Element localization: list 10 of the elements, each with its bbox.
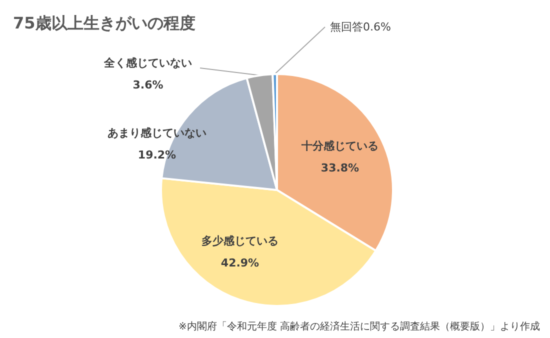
slice-label: 無回答0.6% [330,20,391,34]
slice-label: 全く感じていない [103,56,192,70]
data-label: 19.2% [138,148,176,162]
text: ※内閣府「令和元年度 高齢者の経済生活に関する調査結果（概要版）」より作成 [178,320,540,332]
data-label: 42.9% [220,256,260,270]
data-label: 33.8% [320,162,360,174]
chart-title: 75歳以上生きがいの程度 [13,14,196,32]
slice-label: 十分感じている [300,140,378,152]
data-label: 3.6% [132,78,164,92]
slice-label: 多少感じている [202,234,278,248]
